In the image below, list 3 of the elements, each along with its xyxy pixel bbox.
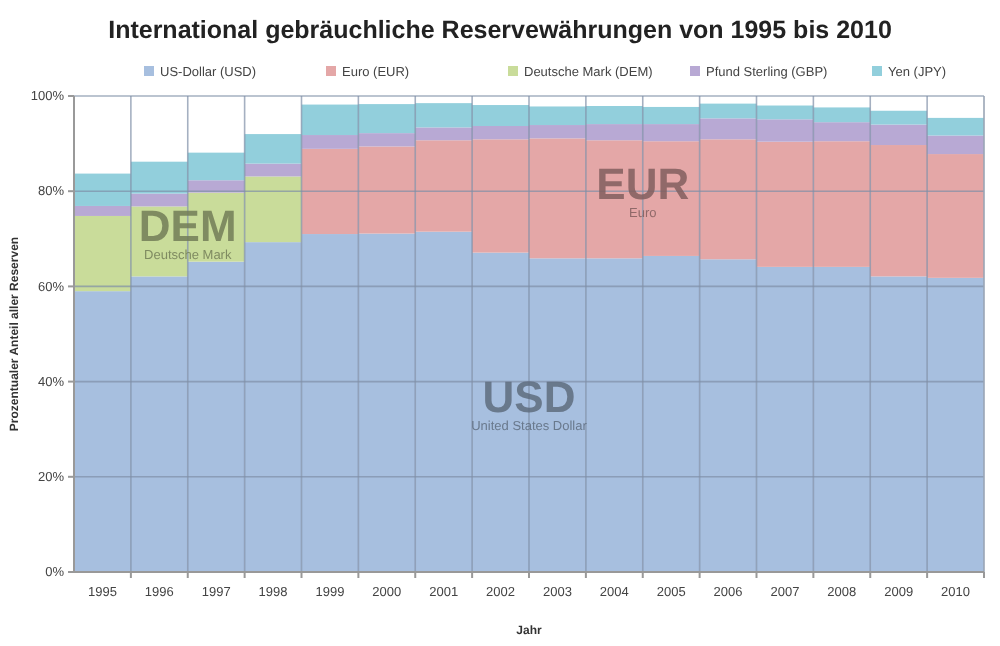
chart-title: International gebräuchliche Reservewährungen von 1995 bis 2010 [108,16,892,44]
annotation: DEM [138,201,237,252]
annotation: USD [482,372,576,423]
